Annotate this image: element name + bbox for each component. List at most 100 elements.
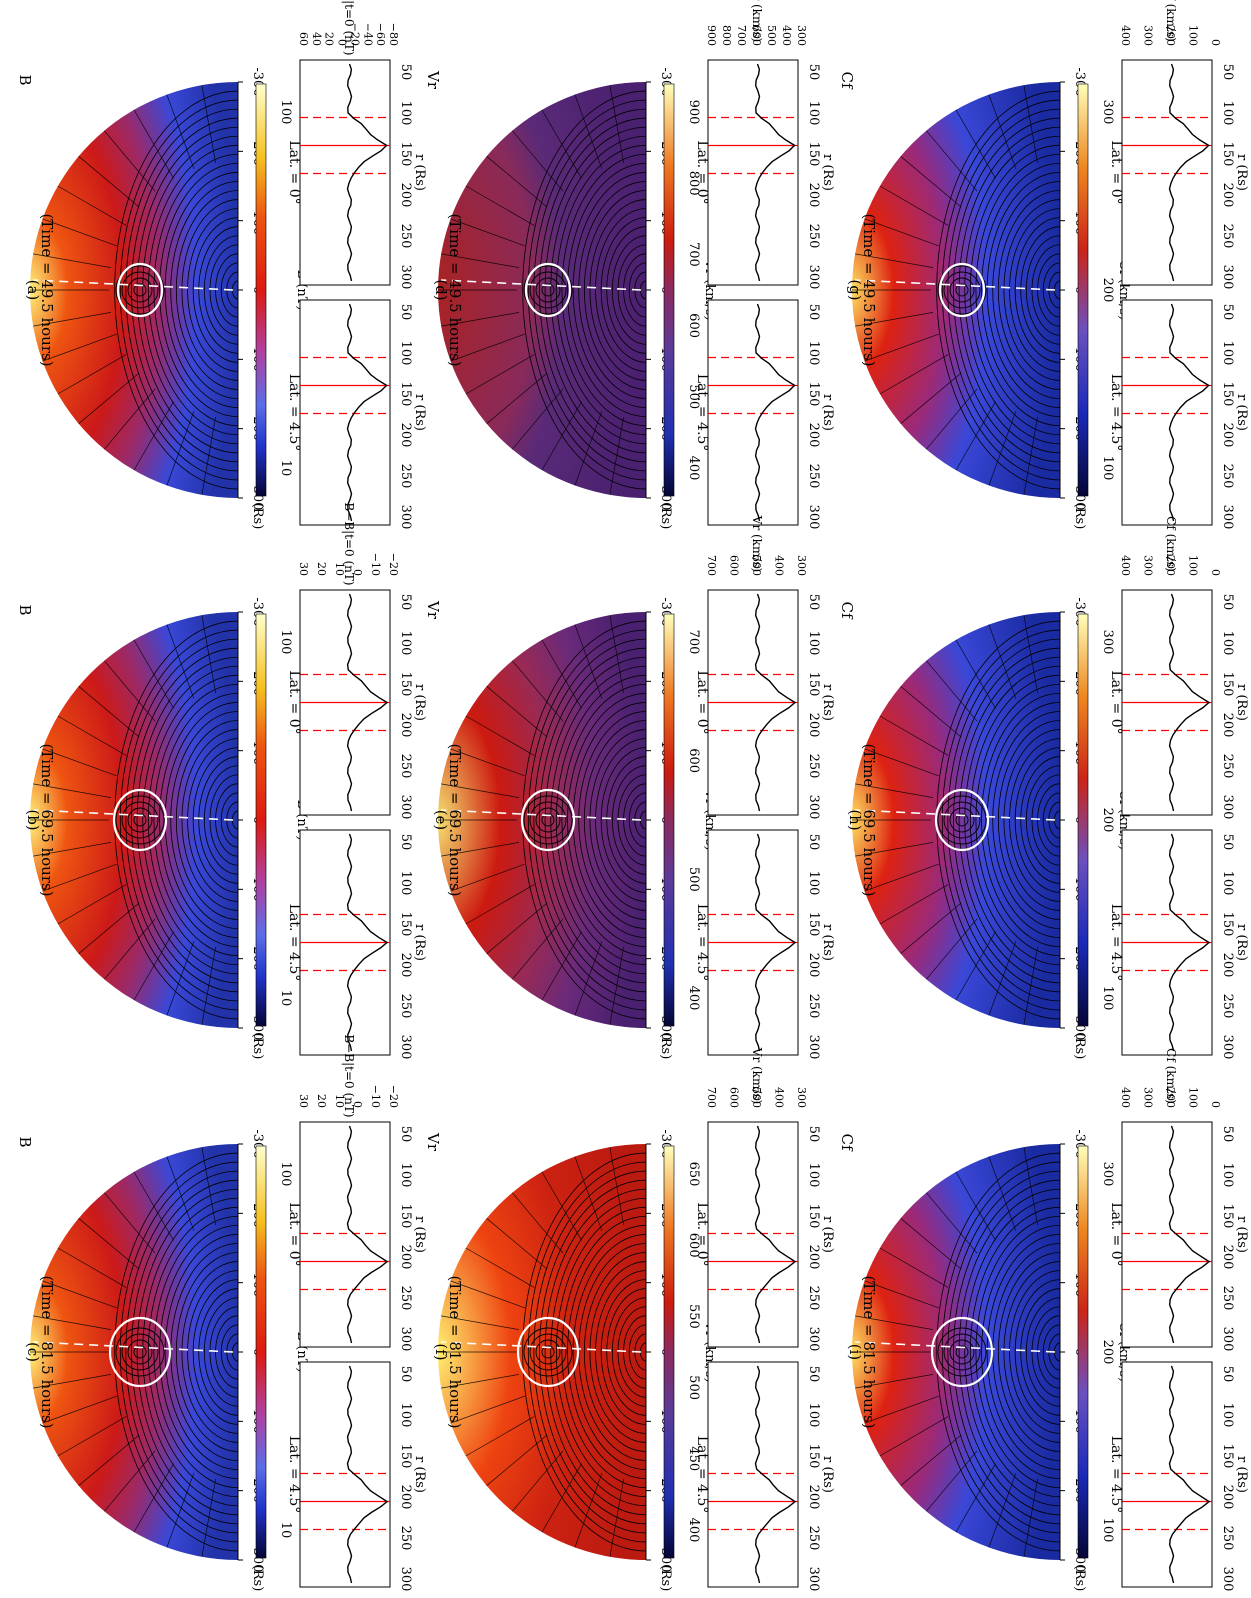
open-field-line	[988, 1473, 1017, 1548]
profile-x-tick: 150	[1220, 672, 1235, 697]
profile-x-tick: 50	[1220, 64, 1235, 81]
field-line	[125, 1170, 239, 1534]
profile-x-label: r (Rs)	[1234, 684, 1249, 721]
profile-y-axis: 30 20 10 0 −10 −20 B−B|t=0 (nT)	[297, 502, 400, 585]
profile-y-tick: 200	[1164, 1087, 1177, 1108]
fluxrope-boundary	[930, 1316, 994, 1388]
open-field-line	[988, 411, 1017, 486]
field-line	[187, 738, 239, 902]
panel-title: Vr (e)(Time = 69.5 hours)	[424, 600, 464, 897]
profile-box	[707, 1121, 799, 1348]
open-field-line	[104, 660, 156, 722]
polar-map: -300-200-1000100200300(Rs)	[852, 67, 1087, 529]
profile-x-tick: 250	[398, 224, 413, 249]
profile-curve	[346, 1125, 389, 1344]
panel-letter: (a)	[24, 280, 42, 301]
field-line	[606, 226, 647, 354]
field-line	[527, 99, 647, 481]
field-line	[595, 738, 647, 902]
panel-letter: (f)	[432, 1343, 450, 1360]
field-line	[555, 674, 647, 966]
profile-x-tick: 100	[1220, 871, 1235, 896]
profile-y-tick: 400	[1119, 1087, 1132, 1108]
lat-4-5-line	[32, 809, 234, 821]
field-line	[550, 1197, 647, 1507]
field-line	[159, 1224, 239, 1480]
field-line	[611, 235, 647, 345]
profile-curve	[1168, 303, 1210, 522]
field-line	[1020, 756, 1061, 884]
profile-x-tick: 200	[806, 1245, 821, 1270]
profile-x-tick: 250	[806, 464, 821, 489]
profile-y-tick: 0	[351, 569, 364, 576]
open-field-line	[879, 715, 949, 756]
open-field-line	[574, 1156, 603, 1231]
fluxrope-contour	[937, 1327, 987, 1377]
colorbar-tick-label: 300	[1100, 630, 1115, 655]
profile-x-label: r (Rs)	[820, 684, 835, 721]
fluxrope-contour	[535, 1339, 561, 1365]
lat-4-5-line	[32, 279, 234, 291]
profile-y-tick: 500	[765, 25, 778, 46]
open-field-line	[486, 902, 548, 954]
panel-title: B (b)(Time = 69.5 hours)	[16, 604, 56, 896]
field-line	[975, 683, 1061, 957]
profile-x-tick: 300	[806, 1035, 821, 1060]
open-field-line	[104, 918, 156, 980]
colorbar-tick-label: 300	[1100, 100, 1115, 125]
profiles: 50 100 150 200 250 300 r (Rs) Lat. = 0° 50 100 150…	[286, 589, 427, 1059]
profile-curve	[346, 303, 388, 522]
open-field-line	[541, 639, 582, 709]
profile-y-label: Cf (km/s)	[1164, 0, 1178, 42]
field-line	[998, 720, 1061, 920]
open-field-line	[133, 931, 174, 1001]
profile-x-tick: 150	[398, 142, 413, 167]
open-field-line	[955, 931, 996, 1001]
field-line	[600, 1279, 647, 1425]
profile-x-tick: 200	[398, 953, 413, 978]
profile-x-tick: 150	[398, 382, 413, 407]
profile-x-tick: 250	[1220, 464, 1235, 489]
profile-x-tick: 50	[806, 594, 821, 611]
profile-box	[1121, 59, 1213, 286]
open-field-line	[133, 639, 174, 709]
profile-y-tick: 700	[735, 25, 748, 46]
profile-y-label: Vr (km/s)	[750, 515, 764, 572]
profile-y-tick: 400	[1119, 555, 1132, 576]
open-field-line	[609, 1478, 624, 1557]
map-unit-label: (Rs)	[250, 503, 265, 530]
fluxrope-contour	[523, 795, 573, 845]
field-line	[936, 1152, 1061, 1552]
panel-letter: (b)	[24, 809, 42, 830]
profile-x-tick: 150	[806, 142, 821, 167]
profile-y-axis: 60 40 20 0 −20 −40 −60 −80 B−B|t=0 (nT)	[297, 0, 400, 56]
field-line	[941, 1161, 1061, 1543]
profile-x-tick: 200	[1220, 423, 1235, 448]
panel-title: Vr (d)(Time = 49.5 hours)	[424, 70, 464, 367]
lat-label: Lat. = 0°	[694, 140, 710, 204]
profile-curve	[346, 593, 389, 812]
field-line	[198, 226, 239, 354]
field-line	[958, 126, 1061, 454]
open-field-line	[988, 624, 1017, 699]
field-line	[628, 1324, 647, 1380]
profile-y-tick: 40	[310, 32, 323, 46]
colorbar-tick-label: 900	[686, 100, 701, 125]
profile-y-axis: 700 600 500 400 300 Vr (km/s)	[705, 515, 808, 576]
field-line	[203, 235, 239, 345]
field-line	[628, 262, 647, 318]
open-field-line	[465, 185, 535, 226]
profile-y-tick: 300	[795, 1087, 808, 1108]
fluxrope-boundary	[116, 262, 164, 318]
field-line	[584, 190, 647, 390]
lat-4-5-line	[854, 809, 1056, 821]
field-line	[628, 792, 647, 848]
colorbar-strip	[663, 1145, 675, 1559]
profile-x-tick: 100	[806, 101, 821, 126]
profile-y-tick: 100	[1187, 1087, 1200, 1108]
profile-y-tick: 600	[728, 555, 741, 576]
colorbar-tick-label: 400	[686, 1518, 701, 1543]
field-line	[975, 153, 1061, 427]
